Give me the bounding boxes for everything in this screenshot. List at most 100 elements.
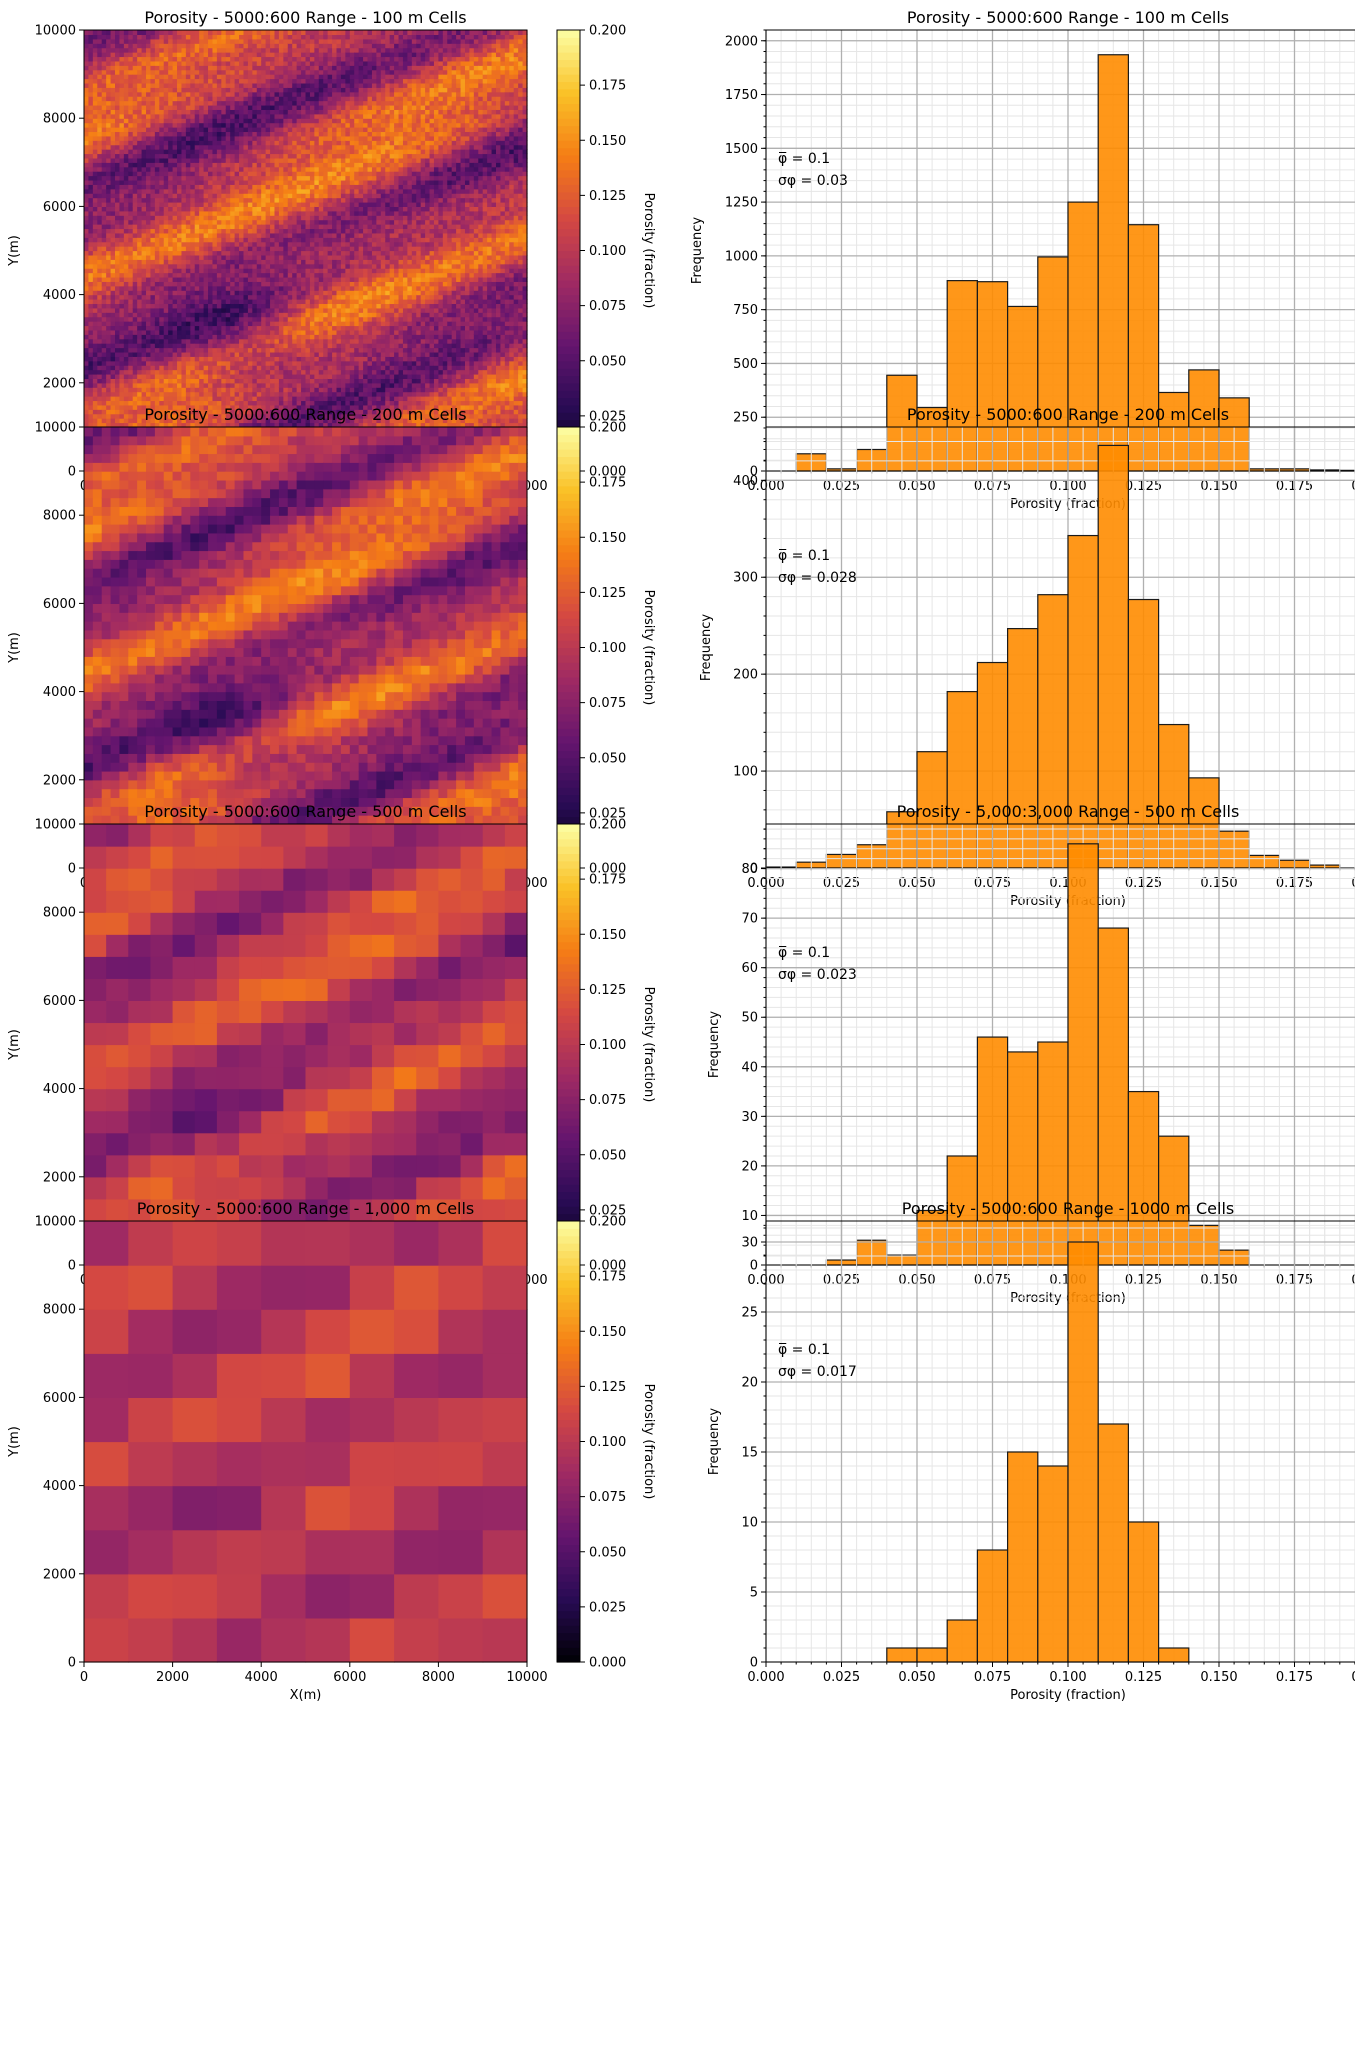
heatmap-cell [92, 400, 98, 406]
heatmap-cell [270, 387, 276, 393]
heatmap-cell [212, 135, 218, 141]
heatmap-cell [203, 329, 209, 335]
heatmap-cell [128, 179, 134, 185]
heatmap-cell [190, 30, 196, 36]
heatmap-cell [208, 175, 214, 181]
heatmap-cell [243, 303, 249, 309]
heatmap-cell [283, 74, 289, 80]
heatmap-cell [292, 391, 298, 397]
heatmap-cell [185, 360, 191, 366]
heatmap-cell [199, 69, 205, 75]
heatmap-cell [106, 294, 112, 300]
heatmap-cell [146, 268, 152, 274]
heatmap-cell [199, 149, 205, 155]
heatmap-cell [301, 387, 307, 393]
heatmap-cell [208, 96, 214, 102]
heatmap-cell [154, 396, 160, 402]
heatmap-cell [110, 47, 116, 53]
heatmap-cell [278, 250, 284, 256]
heatmap-cell [208, 166, 214, 172]
heatmap-cell [137, 369, 143, 375]
heatmap-cell [172, 184, 178, 190]
heatmap-cell [256, 409, 262, 415]
heatmap-cell [115, 144, 121, 150]
heatmap-cell [159, 65, 165, 71]
heatmap-cell [301, 422, 307, 428]
heatmap-cell [97, 179, 103, 185]
heatmap-cell [216, 312, 222, 318]
heatmap-cell [256, 175, 262, 181]
heatmap-cell [150, 303, 156, 309]
heatmap-cell [84, 356, 90, 362]
heatmap-cell [106, 69, 112, 75]
heatmap-cell [141, 188, 147, 194]
heatmap-cell [212, 365, 218, 371]
heatmap-cell [132, 232, 138, 238]
heatmap-cell [283, 404, 289, 410]
heatmap-cell [92, 334, 98, 340]
heatmap-cell [185, 259, 191, 265]
heatmap-cell [212, 215, 218, 221]
heatmap-cell [194, 365, 200, 371]
heatmap-cell [199, 329, 205, 335]
heatmap-cell [230, 347, 236, 353]
heatmap-cell [137, 246, 143, 252]
heatmap-cell [110, 254, 116, 260]
heatmap-cell [247, 162, 253, 168]
heatmap-cell [212, 131, 218, 137]
heatmap-cell [265, 382, 271, 388]
heatmap-cell [265, 144, 271, 150]
heatmap-cell [154, 334, 160, 340]
heatmap-cell [212, 60, 218, 66]
heatmap-cell [203, 347, 209, 353]
heatmap-cell [265, 131, 271, 137]
heatmap-cell [181, 263, 187, 269]
heatmap-cell [110, 316, 116, 322]
heatmap-cell [163, 325, 169, 331]
heatmap-cell [274, 246, 280, 252]
heatmap-cell [252, 82, 258, 88]
heatmap-cell [177, 219, 183, 225]
heatmap-cell [261, 321, 267, 327]
heatmap-cell [88, 396, 94, 402]
heatmap-cell [163, 82, 169, 88]
heatmap-cell [221, 254, 227, 260]
heatmap-cell [119, 210, 125, 216]
heatmap-cell [177, 74, 183, 80]
heatmap-cell [194, 400, 200, 406]
heatmap-cell [181, 179, 187, 185]
heatmap-cell [301, 60, 307, 66]
heatmap-cell [287, 215, 293, 221]
heatmap-cell [141, 299, 147, 305]
heatmap-cell [190, 153, 196, 159]
heatmap-cell [252, 109, 258, 115]
heatmap-cell [141, 193, 147, 199]
heatmap-cell [101, 175, 107, 181]
heatmap-cell [181, 224, 187, 230]
heatmap-cell [270, 382, 276, 388]
heatmap-cell [265, 334, 271, 340]
heatmap-cell [252, 276, 258, 282]
heatmap-cell [261, 109, 267, 115]
heatmap-cell [132, 74, 138, 80]
heatmap-cell [150, 78, 156, 84]
heatmap-cell [101, 299, 107, 305]
heatmap-cell [292, 30, 298, 36]
heatmap-cell [208, 241, 214, 247]
heatmap-cell [141, 34, 147, 40]
heatmap-cell [172, 391, 178, 397]
heatmap-cell [128, 334, 134, 340]
heatmap-cell [283, 52, 289, 58]
heatmap-cell [123, 122, 129, 128]
heatmap-cell [168, 396, 174, 402]
heatmap-cell [128, 378, 134, 384]
heatmap-cell [194, 197, 200, 203]
heatmap-cell [119, 188, 125, 194]
heatmap-cell [137, 232, 143, 238]
heatmap-cell [159, 144, 165, 150]
heatmap-cell [301, 104, 307, 110]
heatmap-cell [247, 197, 253, 203]
heatmap-cell [128, 351, 134, 357]
heatmap-cell [265, 396, 271, 402]
heatmap-cell [84, 118, 90, 124]
